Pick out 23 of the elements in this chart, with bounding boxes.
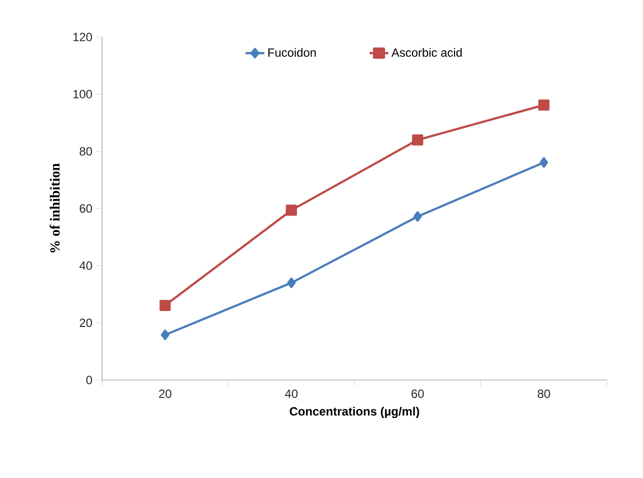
x-tick-label: 80 xyxy=(538,390,550,398)
y-tick-label: 0 xyxy=(86,376,92,384)
x-tick-label: 60 xyxy=(412,390,424,398)
point xyxy=(160,300,171,311)
y-tick-label: 100 xyxy=(73,90,92,98)
y-tick-label: 80 xyxy=(80,147,92,156)
point xyxy=(286,204,297,216)
legend-label: Fucoidon xyxy=(268,48,316,57)
point xyxy=(160,330,170,340)
y-tick-label: 60 xyxy=(80,204,92,213)
y-axis-title: % of inhibition xyxy=(50,163,60,252)
legend-label: Ascorbic acid xyxy=(391,48,462,57)
point xyxy=(287,278,296,288)
x-tick-label: 40 xyxy=(285,390,298,398)
point xyxy=(538,99,550,111)
point xyxy=(412,134,424,146)
point xyxy=(540,157,548,168)
point xyxy=(413,211,422,222)
y-tick-label: 20 xyxy=(80,318,92,328)
y-tick-label: 40 xyxy=(79,261,92,270)
x-tick-label: 20 xyxy=(159,390,172,398)
y-tick-label: 120 xyxy=(73,32,92,42)
x-axis-title: Concentrations (µg/ml) xyxy=(290,406,420,418)
